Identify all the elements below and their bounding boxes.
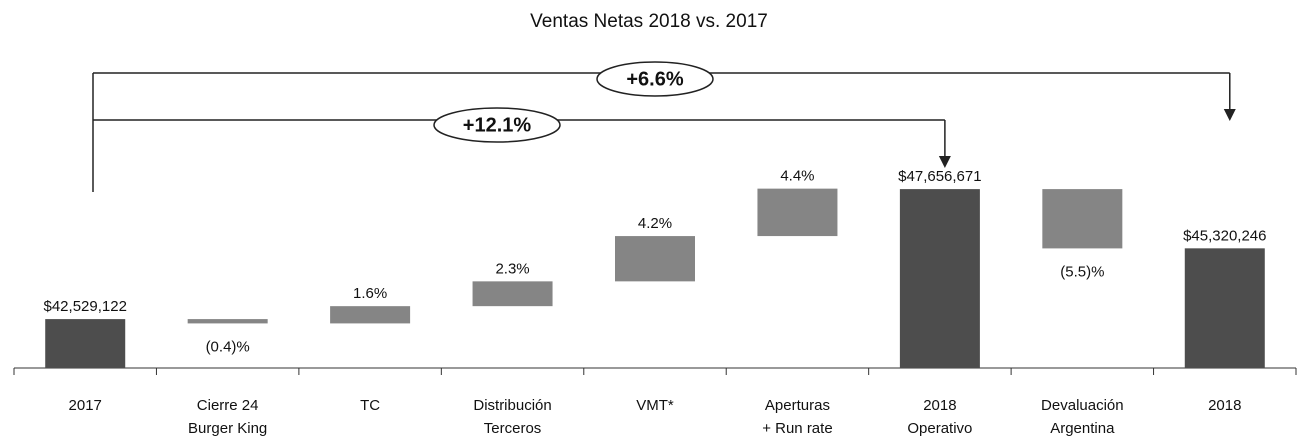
annotation-oval: [596, 61, 714, 97]
value-label: (0.4)%: [206, 338, 250, 355]
total-bar: [1184, 248, 1265, 368]
step-bar: [1042, 189, 1123, 249]
x-tick-label: Devaluación Argentina: [1041, 397, 1124, 437]
x-tick-label: Aperturas + Run rate: [762, 397, 833, 437]
step-bar: [187, 319, 268, 324]
value-label: 4.2%: [638, 215, 672, 232]
step-bar: [757, 188, 838, 237]
arrow-head: [938, 156, 951, 168]
value-label: (5.5)%: [1060, 263, 1104, 280]
x-tick-label: Distribución Terceros: [473, 397, 552, 437]
x-tick-label: 2018: [1208, 397, 1242, 414]
annotation: +6.6%: [626, 68, 683, 90]
value-label: 2.3%: [495, 260, 529, 277]
value-label: 4.4%: [780, 168, 814, 185]
x-tick-label: Cierre 24 Burger King: [188, 397, 268, 437]
x-tick-label: VMT*: [636, 397, 674, 414]
total-bar: [899, 189, 980, 368]
total-bar: [45, 319, 126, 368]
annotation: +12.1%: [463, 114, 532, 136]
x-tick-label: 2018 Operativo: [907, 397, 973, 437]
value-label: $47,656,671: [898, 168, 981, 185]
x-tick-label: 2017: [68, 397, 102, 414]
value-label: 1.6%: [353, 285, 387, 302]
arrow-head: [1223, 109, 1236, 121]
step-bar: [330, 306, 411, 324]
value-label: $45,320,246: [1183, 227, 1266, 244]
chart-title: Ventas Netas 2018 vs. 2017: [530, 11, 768, 32]
value-label: $42,529,122: [44, 298, 127, 315]
annotation-oval: [433, 107, 561, 143]
x-tick-label: TC: [360, 397, 381, 414]
step-bar: [472, 281, 553, 307]
step-bar: [615, 236, 695, 282]
